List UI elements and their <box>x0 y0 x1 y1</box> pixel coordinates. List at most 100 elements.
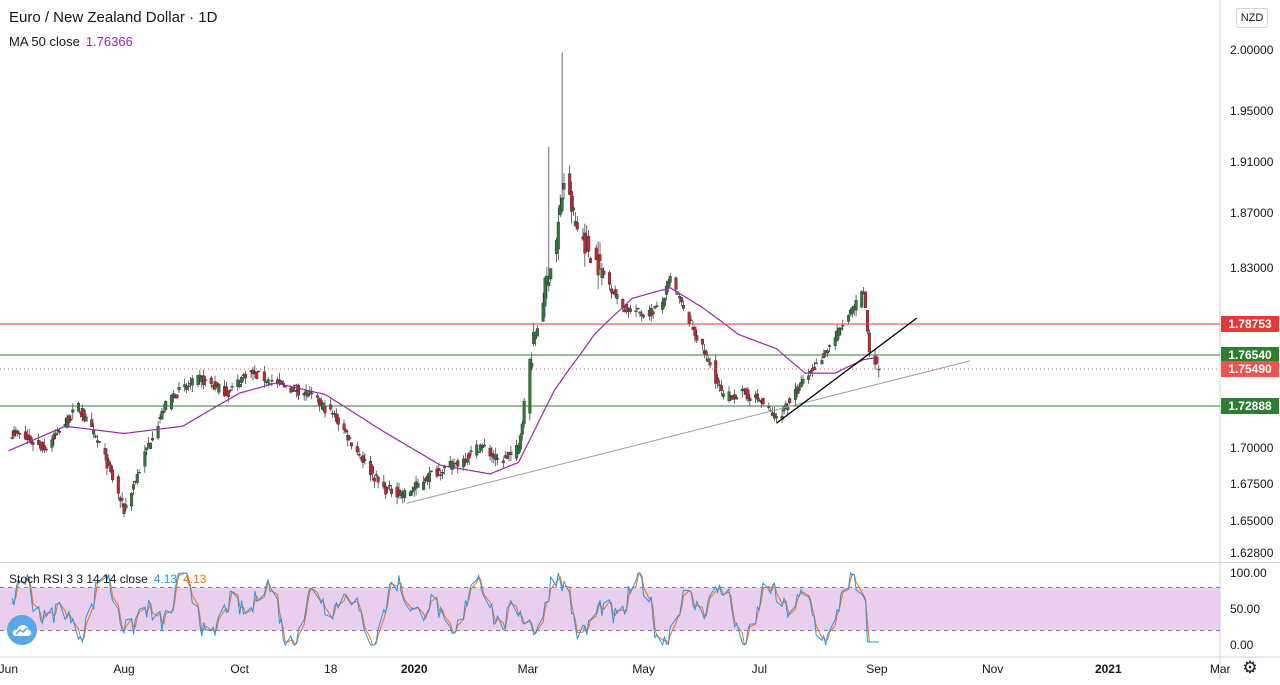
candle <box>204 379 208 381</box>
candle <box>695 335 699 341</box>
candle <box>42 445 46 450</box>
candle <box>545 275 549 284</box>
candle <box>846 315 850 322</box>
candle <box>613 289 617 296</box>
candle <box>651 311 655 315</box>
candle <box>230 386 234 388</box>
candle <box>568 173 572 195</box>
candle <box>370 466 374 474</box>
candle <box>850 307 854 314</box>
candle <box>18 432 22 435</box>
candle <box>689 319 693 322</box>
candle <box>714 360 718 384</box>
candle <box>708 362 712 366</box>
candle <box>266 379 270 384</box>
y-tick-label: 1.70000 <box>1230 441 1274 455</box>
candle <box>315 395 319 398</box>
candle <box>621 298 625 309</box>
candle <box>130 492 134 507</box>
candle <box>505 455 509 459</box>
candle <box>746 389 750 400</box>
candle <box>608 272 612 285</box>
candle <box>755 393 759 400</box>
candle <box>788 398 792 404</box>
candle <box>820 360 824 365</box>
candle <box>296 384 300 396</box>
level-label: 1.76540 <box>1228 348 1272 362</box>
candle <box>69 418 73 421</box>
level-label: 1.78753 <box>1228 317 1272 331</box>
candle <box>518 435 522 450</box>
candle <box>516 445 520 454</box>
gear-icon[interactable]: ⚙ <box>1242 658 1258 677</box>
candle <box>427 472 431 483</box>
candle <box>175 394 179 398</box>
candle <box>190 378 194 386</box>
candle <box>149 442 153 449</box>
candle <box>124 504 128 509</box>
candle <box>465 458 469 463</box>
candle <box>291 387 295 392</box>
currency-badge[interactable]: NZD <box>1236 8 1268 28</box>
osc-y-tick-label: 0.00 <box>1230 638 1254 652</box>
candle <box>547 281 551 286</box>
candle <box>441 472 445 474</box>
candle <box>680 297 684 303</box>
candle <box>782 405 786 412</box>
candle <box>54 432 58 436</box>
candle <box>236 379 240 387</box>
candle <box>467 452 471 459</box>
candle <box>103 448 107 455</box>
candle <box>363 459 367 461</box>
candle <box>452 465 456 467</box>
candle <box>120 498 124 501</box>
candle <box>490 453 494 457</box>
candle <box>587 235 591 252</box>
candle <box>386 487 390 489</box>
candle <box>535 328 539 337</box>
candle <box>162 410 166 413</box>
candle <box>135 474 139 483</box>
candle <box>719 385 723 391</box>
candle <box>634 310 638 312</box>
candle <box>807 375 811 380</box>
candle <box>456 460 460 467</box>
candle <box>801 379 805 384</box>
candle <box>228 389 232 392</box>
candle <box>860 291 864 308</box>
candle <box>642 315 646 318</box>
candle <box>422 482 426 490</box>
candle <box>382 481 386 488</box>
candle <box>735 397 739 400</box>
candle <box>76 402 80 412</box>
candle <box>145 447 149 451</box>
candle <box>841 325 845 327</box>
candle <box>196 375 200 386</box>
candle <box>589 258 593 264</box>
x-tick-label: Mar <box>1210 662 1231 676</box>
candle <box>496 458 500 460</box>
candle <box>594 247 598 260</box>
candle <box>477 451 481 453</box>
stoch-band <box>0 587 1220 631</box>
stoch-k-line <box>11 571 879 647</box>
candle <box>541 302 545 322</box>
osc-y-tick-label: 100.00 <box>1230 566 1267 580</box>
candle <box>183 384 187 388</box>
candle <box>58 431 62 433</box>
candle <box>374 474 378 476</box>
candle <box>255 372 259 379</box>
candle <box>733 394 737 399</box>
candle <box>156 425 160 439</box>
candle <box>164 401 168 410</box>
candle <box>150 438 154 441</box>
tradingview-cloud-icon[interactable] <box>7 615 37 645</box>
candle <box>217 383 221 393</box>
candle <box>111 469 115 481</box>
candle <box>12 429 16 437</box>
candle <box>571 207 575 211</box>
candle <box>678 296 682 299</box>
y-tick-label: 1.62800 <box>1230 546 1274 560</box>
